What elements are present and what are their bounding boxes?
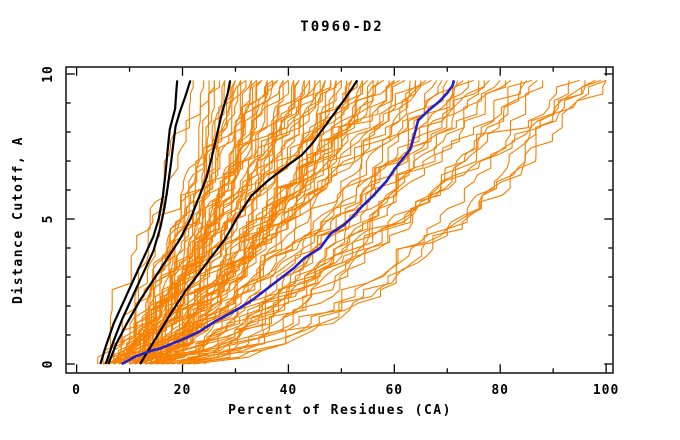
model-curve bbox=[203, 79, 607, 365]
model-curve bbox=[182, 79, 596, 365]
y-tick-label: 0 bbox=[41, 360, 56, 369]
x-tick-label: 100 bbox=[593, 383, 619, 398]
model-curve bbox=[134, 79, 289, 365]
model-curve bbox=[171, 80, 507, 365]
black-curve bbox=[139, 79, 359, 365]
model-curve bbox=[150, 80, 422, 365]
model-curve bbox=[129, 80, 342, 365]
plot-border bbox=[65, 66, 614, 374]
x-tick-label: 20 bbox=[174, 383, 192, 398]
model-curve bbox=[187, 80, 607, 365]
model-curve bbox=[113, 79, 273, 365]
model-curve bbox=[177, 80, 522, 365]
model-curve bbox=[161, 80, 490, 365]
x-tick-label: 80 bbox=[491, 383, 509, 398]
y-tick-label: 5 bbox=[41, 215, 56, 224]
model-curve bbox=[155, 80, 485, 365]
model-curve bbox=[182, 79, 533, 365]
model-curve bbox=[144, 79, 427, 364]
model-curve bbox=[129, 80, 358, 364]
model-curve bbox=[134, 80, 321, 365]
model-curve bbox=[160, 79, 512, 365]
model-curve bbox=[145, 80, 417, 365]
x-axis-label: Percent of Residues (CA) bbox=[228, 403, 452, 418]
model-curve bbox=[123, 80, 300, 364]
blue-curve bbox=[120, 80, 456, 366]
model-curve bbox=[171, 79, 538, 364]
model-curve bbox=[150, 80, 459, 364]
model-curve bbox=[118, 80, 295, 365]
model-curve bbox=[118, 80, 279, 365]
model-curve bbox=[155, 80, 469, 365]
model-curve bbox=[139, 79, 406, 365]
model-curve bbox=[145, 80, 395, 365]
model-curve bbox=[187, 80, 570, 364]
black-curve bbox=[99, 80, 179, 365]
x-tick-label: 0 bbox=[72, 383, 81, 398]
model-curve bbox=[166, 79, 432, 365]
black-curve bbox=[107, 80, 232, 365]
x-tick-label: 60 bbox=[385, 383, 403, 398]
axes: 0 20 40 60 80 100 0 5 10 bbox=[41, 65, 619, 398]
chart-title: T0960-D2 bbox=[300, 19, 383, 35]
black-curve bbox=[104, 80, 192, 365]
y-axis-label: Distance Cutoff, A bbox=[11, 136, 26, 304]
model-curve bbox=[134, 80, 305, 365]
model-curve bbox=[118, 80, 268, 365]
model-curve bbox=[161, 80, 544, 365]
x-tick-label: 40 bbox=[280, 383, 298, 398]
model-curve bbox=[123, 79, 279, 364]
model-curve bbox=[97, 80, 205, 364]
model-curve bbox=[177, 79, 580, 365]
curve-area bbox=[97, 79, 607, 366]
model-curve bbox=[150, 79, 400, 364]
model-curve bbox=[166, 79, 464, 365]
model-curve bbox=[134, 80, 274, 364]
model-curve bbox=[113, 80, 215, 365]
model-curve bbox=[197, 79, 601, 364]
y-tick-label: 10 bbox=[41, 65, 56, 83]
